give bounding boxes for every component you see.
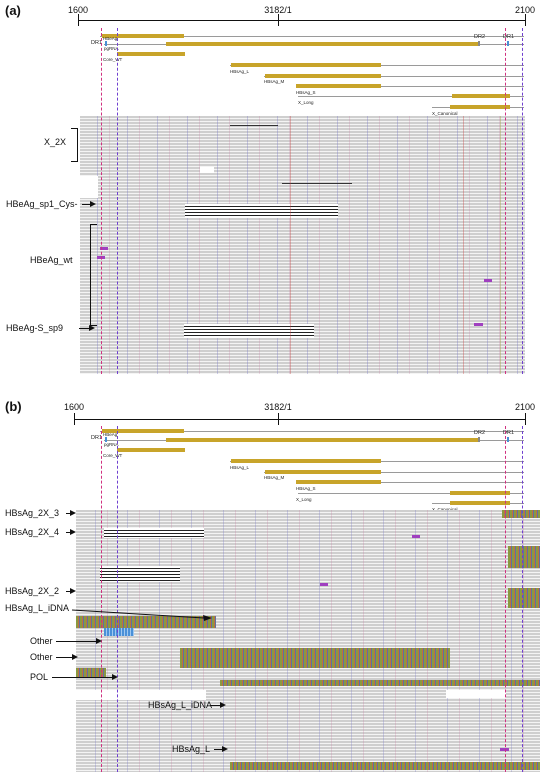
panel-b-feature-pgrna — [166, 438, 478, 442]
panel-a-feature-hbsag-m-label: HBsAg_M — [264, 79, 285, 84]
panel-b-label: (b) — [5, 399, 22, 414]
panel-b-scale-right: 2100 — [514, 402, 536, 412]
panel-a-feature-hbsag-s-label: HBsAg_S — [296, 90, 316, 95]
panel-a-feature-core-label: Core_WT — [103, 57, 123, 62]
panel-b-group-hbsag-l-idna-1: HBsAg_L_iDNA — [5, 603, 70, 613]
panel-a-feature-dr1b-label: DR1 — [503, 34, 515, 40]
panel-b-feature-hbsag-m — [265, 470, 381, 474]
panel-b-feature-hbeag-label: HBeAg — [103, 432, 118, 437]
panel-a-scale-bar — [78, 20, 526, 21]
panel-b-feature-core — [117, 448, 185, 452]
panel-a-scale-tick-mid — [278, 14, 279, 26]
panel-b-feature-hbsag-s-label: HBsAg_S — [296, 486, 316, 491]
panel-b-feature-pgrna-label: pgRNA — [104, 442, 119, 447]
panel-a-feature-hbeag-label: HBeAg — [103, 36, 118, 41]
panel-b-feature-x-long-label: X_Long — [296, 497, 312, 502]
panel-a-scale-tick-left — [78, 14, 79, 26]
panel-a-bracket-x-2x — [71, 128, 78, 162]
panel-b-group-hbsag-2x-2: HBsAg_2X_2 — [5, 586, 60, 596]
panel-b-feature-x-long — [450, 491, 510, 495]
panel-b-feature-hbeag — [102, 429, 184, 433]
panel-b-feature-hbsag-l — [231, 459, 381, 463]
panel-b-group-pol: POL — [30, 672, 49, 682]
panel-a-feature-hbsag-m — [265, 74, 381, 78]
panel-b-group-hbsag-l-idna-2: HBsAg_L_iDNA — [148, 700, 213, 710]
panel-a-group-hbeag-wt: HBeAg_wt — [30, 255, 73, 265]
panel-a-feature-hbeag — [102, 34, 184, 38]
panel-a-feature-x-canonical — [450, 105, 510, 109]
panel-b-feature-x-canonical — [450, 501, 510, 505]
panel-b-group-hbsag-l: HBsAg_L — [172, 744, 211, 754]
panel-a-feature-pgrna-label: pgRNA — [104, 46, 119, 51]
panel-a-feature-hbsag-l-label: HBsAg_L — [230, 69, 250, 74]
panel-a-feature-x-long — [452, 94, 510, 98]
panel-b-scale-mid: 3182/1 — [264, 402, 292, 412]
panel-a-feature-hbsag-s — [296, 84, 381, 88]
panel-b-scale-bar — [74, 419, 526, 420]
panel-b-group-hbsag-2x-3: HBsAg_2X_3 — [5, 508, 60, 518]
panel-b-feature-hbsag-m-label: HBsAg_M — [264, 475, 285, 480]
panel-a-feature-hbsag-l — [231, 63, 381, 67]
panel-a-group-hbeag-s-sp9: HBeAg-S_sp9 — [6, 323, 64, 333]
panel-b-group-other-1: Other — [30, 636, 53, 646]
panel-b-feature-dr1-label: DR1 — [91, 435, 103, 441]
panel-b-feature-dr2-label: DR2 — [474, 430, 486, 436]
panel-b-read-pileup — [76, 510, 540, 772]
panel-a-feature-dr1-label: DR1 — [91, 40, 103, 46]
panel-a-scale-mid: 3182/1 — [264, 5, 292, 15]
panel-a-scale-right: 2100 — [514, 5, 536, 15]
panel-a-feature-pgrna — [166, 42, 478, 46]
panel-a-label: (a) — [5, 3, 21, 18]
panel-a-feature-x-canonical-label: X_Canonical — [432, 111, 458, 116]
panel-a-scale-tick-right — [525, 14, 526, 26]
panel-b-feature-x-canonical-label: X_Canonical — [432, 507, 458, 512]
panel-b-feature-hbsag-s — [296, 480, 381, 484]
panel-b-group-other-2: Other — [30, 652, 53, 662]
panel-b-scale-left: 1600 — [63, 402, 85, 412]
panel-a-feature-dr2-label: DR2 — [474, 34, 486, 40]
panel-a-scale-left: 1600 — [67, 5, 89, 15]
panel-a-feature-x-long-label: X_Long — [298, 100, 314, 105]
panel-a-group-hbeag-sp1: HBeAg_sp1_Cys- — [6, 199, 78, 209]
panel-a-feature-core — [117, 52, 185, 56]
panel-b-feature-core-label: Core_WT — [103, 453, 123, 458]
panel-b-feature-dr1b-label: DR1 — [503, 430, 515, 436]
panel-b-group-hbsag-2x-4: HBsAg_2X_4 — [5, 527, 60, 537]
panel-b-feature-hbsag-l-label: HBsAg_L — [230, 465, 250, 470]
panel-a-group-x-2x: X_2X — [44, 137, 67, 147]
